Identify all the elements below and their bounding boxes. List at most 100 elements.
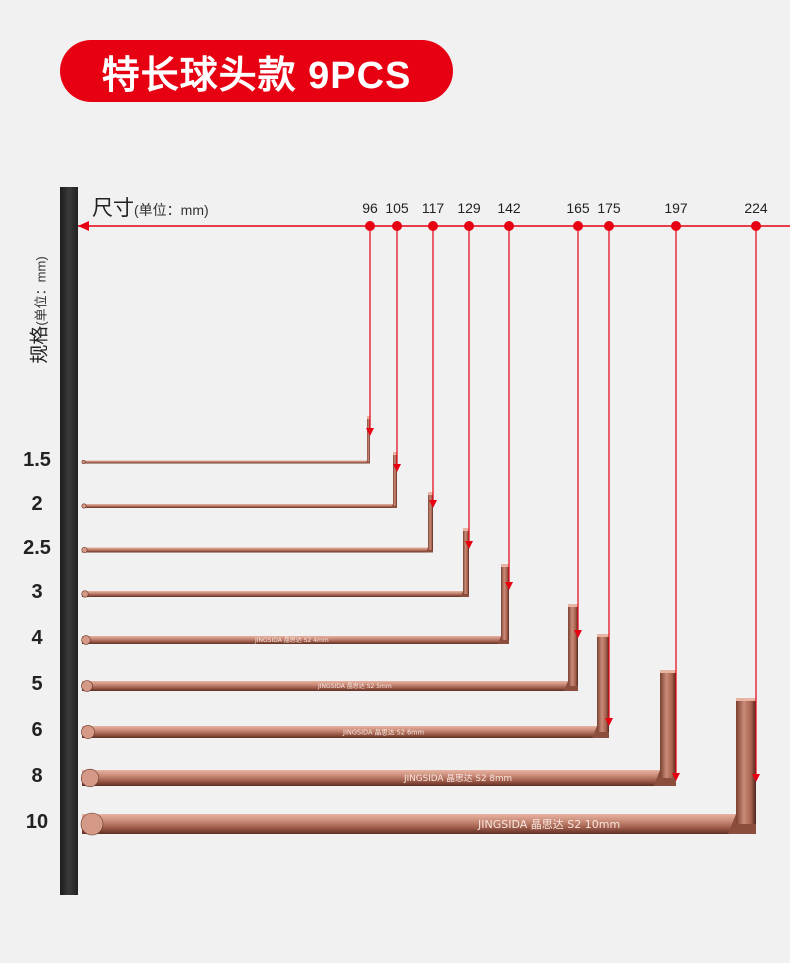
- key-short-tip: [393, 452, 397, 455]
- size-label: 2: [31, 493, 43, 515]
- ruler-label: 尺寸(单位：mm): [92, 192, 209, 222]
- hex-key-10: JINGSIDA 晶思达 S2 10mm: [80, 698, 756, 836]
- key-short-tip: [501, 564, 509, 567]
- length-label: 129: [457, 200, 481, 216]
- key-short-arm: [393, 454, 397, 506]
- key-ball-end: [81, 503, 87, 509]
- size-label: 1.5: [23, 449, 51, 471]
- key-engraving: JINGSIDA 晶思达 S2 6mm: [342, 727, 424, 736]
- length-label: 96: [362, 200, 378, 216]
- length-label: 224: [744, 200, 768, 216]
- length-marker-224: [751, 221, 761, 782]
- key-short-arm: [736, 700, 756, 824]
- key-long-arm: [82, 547, 428, 553]
- key-ball-end: [80, 812, 104, 836]
- board-strip: [60, 187, 78, 895]
- hex-key-6: JINGSIDA 晶思达 S2 6mm: [81, 634, 609, 739]
- hex-key-3: [81, 528, 469, 598]
- key-short-tip: [597, 634, 609, 637]
- key-long-arm: [82, 460, 367, 464]
- length-label: 105: [385, 200, 409, 216]
- marker-arrow: [505, 582, 513, 590]
- size-label: 4: [31, 627, 43, 649]
- key-short-arm: [568, 606, 578, 686]
- key-short-arm: [501, 566, 509, 640]
- marker-dot: [751, 221, 761, 231]
- hex-key-5: JINGSIDA 晶思达 S2 5mm: [81, 604, 578, 692]
- key-long-arm: [82, 770, 660, 786]
- length-label: 175: [597, 200, 621, 216]
- size-label: 3: [31, 581, 43, 603]
- marker-arrow: [429, 500, 437, 508]
- key-short-arm: [428, 494, 433, 550]
- length-marker-105: [392, 221, 402, 472]
- length-marker-165: [573, 221, 583, 638]
- key-short-tip: [428, 492, 433, 495]
- key-long-arm: [82, 814, 736, 834]
- key-long-arm: [82, 726, 597, 738]
- marker-arrow: [465, 541, 473, 549]
- key-ball-end: [81, 460, 86, 464]
- marker-arrow: [605, 718, 613, 726]
- marker-dot: [573, 221, 583, 231]
- size-label: 5: [31, 673, 43, 695]
- key-engraving: JINGSIDA 晶思达 S2 5mm: [317, 682, 392, 690]
- key-ball-end: [81, 725, 95, 739]
- marker-dot: [392, 221, 402, 231]
- marker-dot: [604, 221, 614, 231]
- hex-key-1.5: [81, 416, 370, 464]
- hex-key-2.5: [81, 492, 433, 554]
- spec-axis-unit: (单位：mm): [33, 256, 49, 326]
- key-engraving: JINGSIDA 晶思达 S2 10mm: [477, 818, 620, 831]
- key-long-arm: [82, 591, 463, 597]
- marker-arrow: [672, 773, 680, 781]
- marker-arrow: [393, 464, 401, 472]
- marker-dot: [464, 221, 474, 231]
- length-label: 197: [664, 200, 688, 216]
- ruler-label-text: 尺寸: [92, 197, 134, 220]
- key-ball-end: [80, 768, 100, 788]
- key-short-tip: [736, 698, 756, 701]
- key-long-arm: [82, 681, 568, 691]
- key-ball-end: [81, 680, 93, 692]
- markers-layer: [365, 221, 761, 782]
- marker-arrow: [752, 774, 760, 782]
- length-marker-197: [671, 221, 681, 781]
- key-short-arm: [367, 418, 370, 462]
- length-label: 117: [421, 200, 445, 216]
- key-ball-end: [81, 635, 91, 645]
- key-long-arm: [82, 504, 393, 508]
- key-ball-end: [81, 590, 89, 598]
- length-label: 142: [497, 200, 521, 216]
- length-label: 165: [566, 200, 590, 216]
- key-engraving: JINGSIDA 晶思达 S2 4mm: [254, 636, 329, 644]
- hex-key-8: JINGSIDA 晶思达 S2 8mm: [80, 670, 676, 788]
- key-short-arm: [660, 672, 676, 778]
- hex-key-4: JINGSIDA 晶思达 S2 4mm: [81, 564, 509, 645]
- ruler-unit: (单位：mm): [134, 202, 209, 218]
- length-marker-117: [428, 221, 438, 508]
- marker-dot: [671, 221, 681, 231]
- key-ball-end: [81, 546, 88, 554]
- length-marker-96: [365, 221, 375, 436]
- size-label: 6: [31, 719, 43, 741]
- key-short-arm: [463, 530, 469, 594]
- length-marker-142: [504, 221, 514, 590]
- size-label: 2.5: [23, 537, 51, 559]
- length-marker-129: [464, 221, 474, 549]
- spec-axis-label: 规格(单位：mm): [25, 256, 52, 363]
- marker-arrow: [574, 630, 582, 638]
- key-long-arm: [82, 636, 501, 644]
- marker-dot: [428, 221, 438, 231]
- ruler-arrow-left: [78, 221, 89, 231]
- key-short-tip: [367, 416, 370, 419]
- key-engraving: JINGSIDA 晶思达 S2 8mm: [403, 772, 512, 784]
- marker-dot: [365, 221, 375, 231]
- size-label: 10: [25, 811, 49, 833]
- length-marker-175: [604, 221, 614, 726]
- key-short-arm: [597, 636, 609, 732]
- key-short-tip: [568, 604, 578, 607]
- keys-layer: JINGSIDA 晶思达 S2 4mm JINGSIDA 晶思达 S2 5mm JI…: [80, 416, 756, 836]
- key-short-tip: [660, 670, 676, 673]
